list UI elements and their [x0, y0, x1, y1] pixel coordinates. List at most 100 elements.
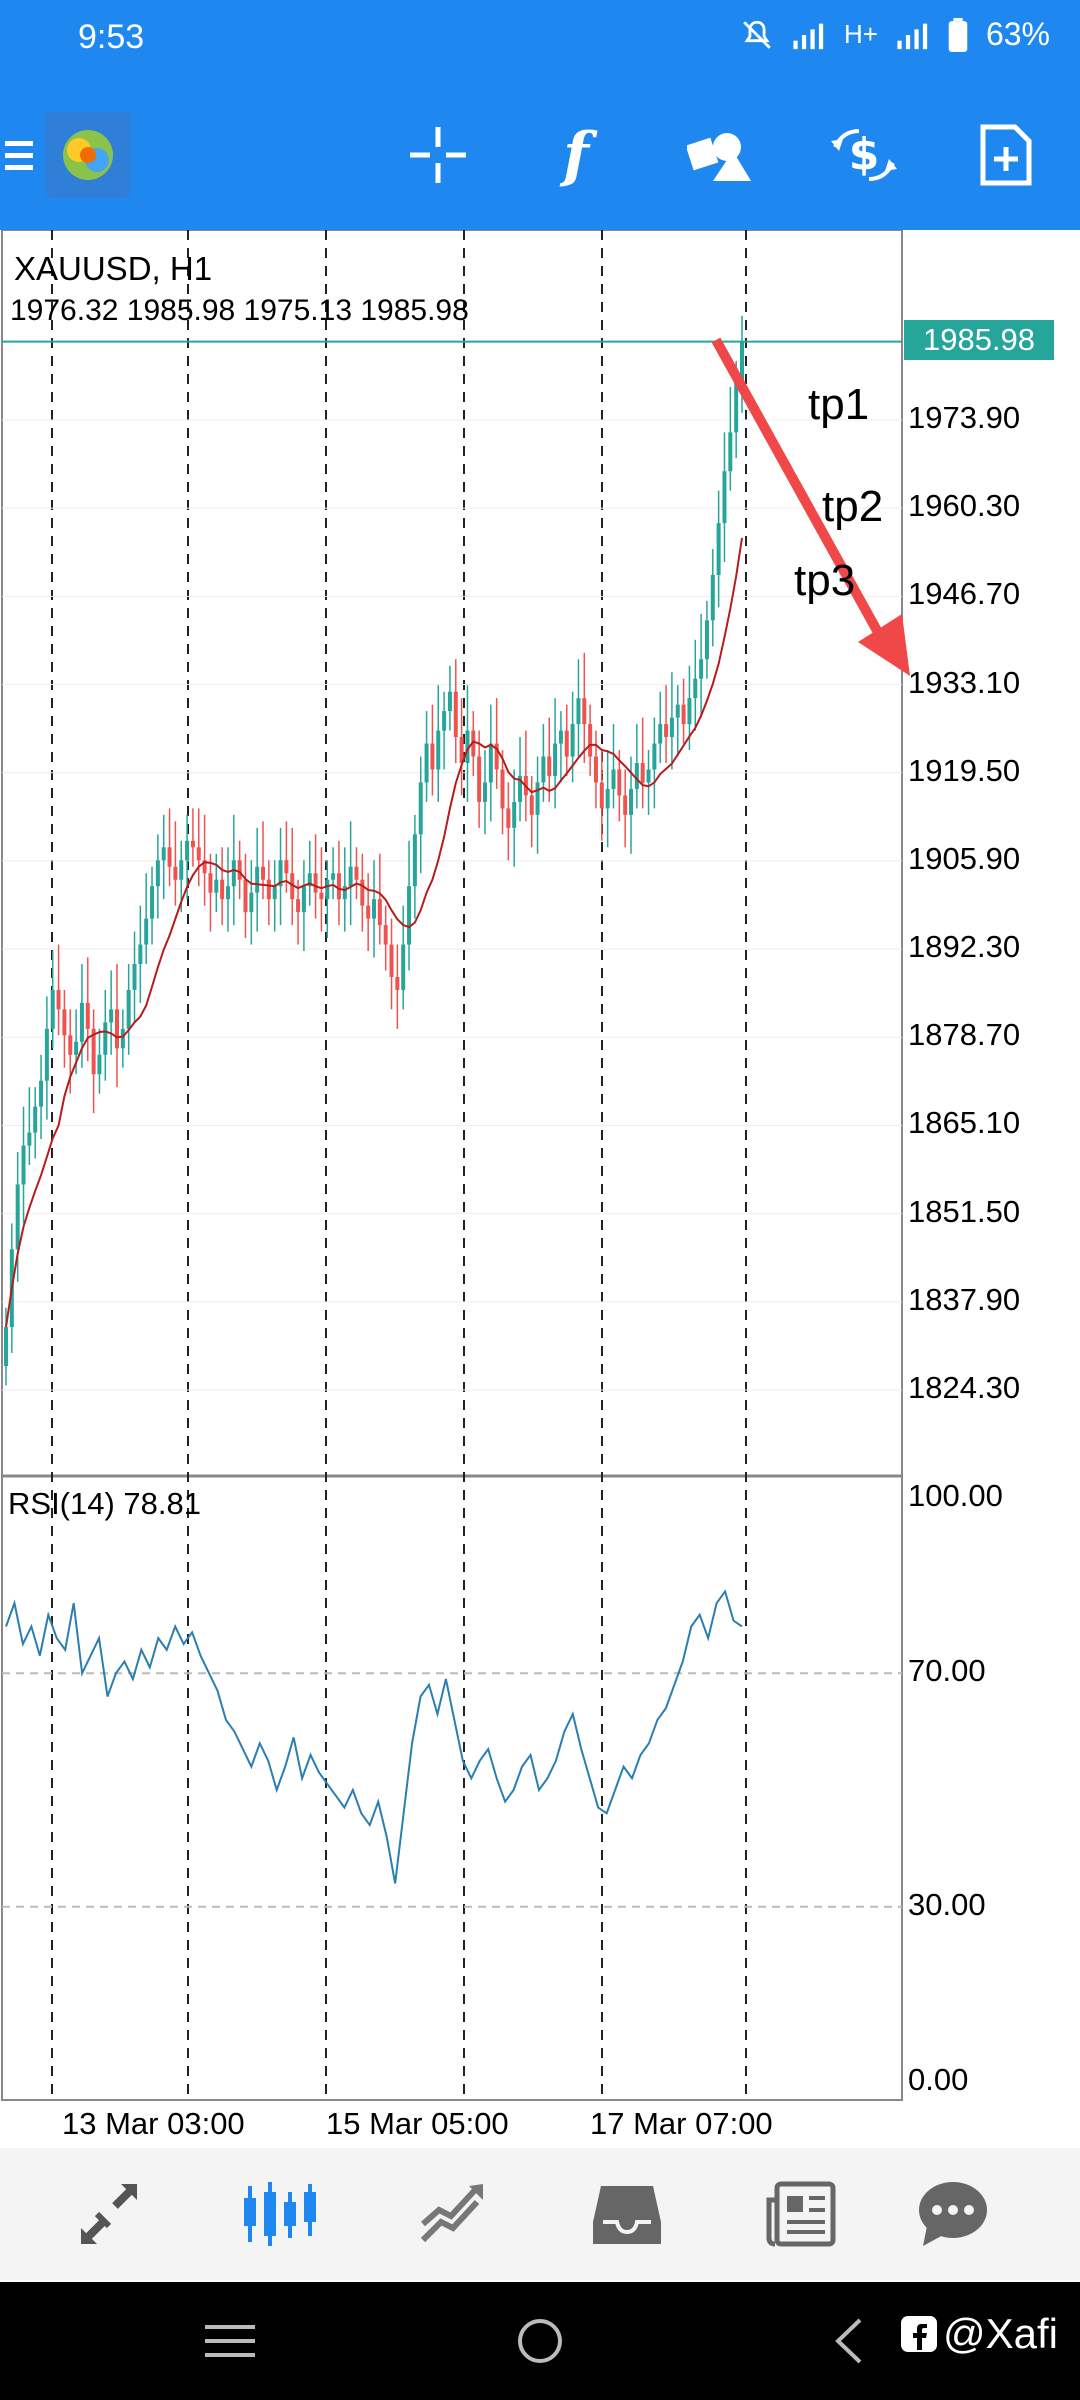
- signal-icon: [793, 23, 824, 49]
- recent-apps-icon: [205, 2325, 255, 2357]
- candle-body: [214, 879, 219, 893]
- bottom-navigation: [0, 2148, 1080, 2280]
- status-bar: 9:53 H+ 63%: [0, 0, 1080, 80]
- candle-body: [395, 976, 400, 990]
- candle-body: [664, 724, 669, 738]
- candle-body: [33, 1106, 38, 1133]
- nav-news[interactable]: [736, 2148, 866, 2280]
- svg-text:$: $: [849, 129, 880, 180]
- price-tick-label: 1905.90: [908, 840, 1021, 876]
- chart-toolbar: f $: [0, 80, 1080, 230]
- price-chart[interactable]: [0, 230, 1080, 2150]
- candle-body: [220, 879, 225, 900]
- candle-body: [348, 866, 353, 887]
- candle-body: [482, 782, 487, 802]
- candle-body: [62, 1009, 67, 1036]
- candle-body: [740, 341, 744, 381]
- candle-body: [716, 523, 721, 575]
- price-tick-label: 1824.30: [908, 1370, 1021, 1405]
- recent-apps-button[interactable]: [190, 2282, 270, 2400]
- time-axis-label: 13 Mar 03:00: [62, 2106, 245, 2141]
- candle-body: [114, 1009, 119, 1049]
- candle-body: [266, 879, 271, 900]
- candle-body: [412, 834, 417, 887]
- candle-body: [85, 1002, 90, 1029]
- watermark-text: @Xafi: [942, 2310, 1058, 2357]
- candle-body: [272, 886, 277, 900]
- indicators-icon: f: [563, 120, 589, 190]
- candle-body: [331, 873, 336, 880]
- candle-body: [576, 698, 581, 725]
- candle-body: [734, 380, 739, 433]
- candle-body: [558, 730, 563, 744]
- candle-body: [354, 866, 359, 880]
- candle-body: [261, 866, 266, 880]
- candle-body: [547, 756, 552, 776]
- candle-body: [687, 698, 692, 725]
- candle-body: [459, 737, 464, 764]
- battery-icon: [948, 17, 968, 52]
- candle-body: [68, 1035, 73, 1055]
- price-tick-label: 1933.10: [908, 664, 1021, 700]
- menu-button[interactable]: [0, 80, 40, 230]
- candle-body: [231, 860, 236, 887]
- candle-body: [103, 1022, 108, 1055]
- battery-percent: 63%: [985, 16, 1050, 52]
- candle-body: [401, 944, 406, 990]
- nav-trade[interactable]: [388, 2148, 518, 2280]
- candle-body: [442, 711, 447, 731]
- candle-body: [190, 840, 195, 848]
- price-tick-label: 1946.70: [908, 576, 1021, 612]
- moving-average-line: [5, 537, 743, 1328]
- drawn-arrow-line: [711, 337, 890, 648]
- back-button[interactable]: [808, 2282, 888, 2400]
- history-icon: [593, 2186, 661, 2244]
- candle-body: [27, 1132, 32, 1146]
- candle-body: [488, 743, 493, 783]
- candle-body: [208, 873, 213, 893]
- candle-body: [693, 678, 698, 699]
- nav-chart[interactable]: [214, 2148, 344, 2280]
- system-navigation-bar: [0, 2282, 1080, 2400]
- trade-button[interactable]: $: [824, 80, 904, 230]
- time-axis-label: 15 Mar 05:00: [326, 2106, 509, 2141]
- candle-body: [336, 873, 341, 900]
- nav-messages[interactable]: [888, 2148, 1018, 2280]
- candle-body: [173, 866, 178, 880]
- candle-body: [196, 847, 201, 861]
- rsi-tick-label: 70.00: [908, 1653, 986, 1689]
- candle-body: [681, 704, 686, 725]
- chart-area[interactable]: XAUUSD, H1 1976.32 1985.98 1975.13 1985.…: [0, 230, 1080, 2150]
- candle-body: [465, 730, 470, 764]
- candle-body: [296, 899, 301, 913]
- nav-history[interactable]: [562, 2148, 692, 2280]
- candle-body: [290, 873, 295, 900]
- candle-body: [383, 925, 388, 945]
- objects-button[interactable]: [680, 80, 760, 230]
- candle-body: [319, 892, 324, 900]
- candle-body: [377, 899, 382, 926]
- candle-body: [389, 944, 394, 977]
- network-type: H+: [843, 19, 878, 49]
- candle-body: [634, 763, 639, 789]
- home-button[interactable]: [500, 2282, 580, 2400]
- indicators-button[interactable]: f: [536, 80, 616, 230]
- candle-body: [477, 756, 482, 802]
- candle-body: [582, 698, 587, 725]
- candle-body: [39, 1080, 44, 1107]
- new-order-button[interactable]: [966, 80, 1046, 230]
- app-logo[interactable]: [44, 80, 132, 230]
- candle-body: [529, 795, 534, 815]
- candle-body: [623, 795, 628, 815]
- candle-body: [588, 724, 593, 757]
- price-tick-label: 1892.30: [908, 929, 1021, 965]
- candle-body: [150, 886, 155, 919]
- candle-body: [512, 801, 517, 828]
- annotation-tp2: tp2: [822, 482, 884, 531]
- rsi-line: [5, 1589, 743, 1884]
- crosshair-button[interactable]: [398, 80, 478, 230]
- nav-quotes[interactable]: [44, 2148, 174, 2280]
- candle-body: [494, 743, 499, 770]
- candle-body: [722, 471, 727, 524]
- candle-body: [79, 1002, 84, 1042]
